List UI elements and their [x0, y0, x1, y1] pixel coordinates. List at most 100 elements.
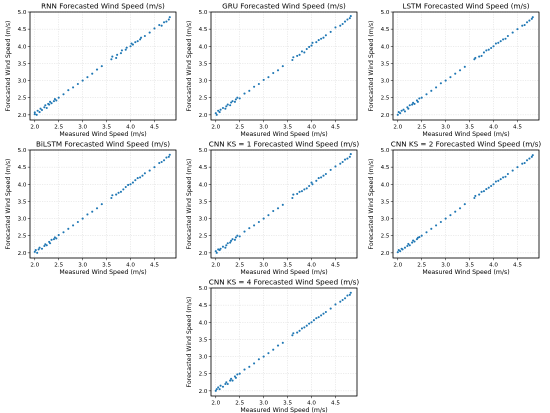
scatter-point — [225, 105, 228, 108]
x-tick-label: 2.5 — [54, 263, 63, 269]
scatter-point — [45, 106, 48, 110]
plot-border — [210, 287, 358, 397]
scatter-point — [449, 76, 452, 79]
x-tick-label: 4.5 — [331, 263, 340, 269]
y-tick-label: 4.0 — [18, 44, 27, 50]
scatter-point — [403, 246, 407, 249]
scatter-point — [418, 97, 421, 100]
y-tick-label: 2.0 — [381, 113, 390, 119]
scatter-point — [303, 51, 306, 54]
x-tick-label: 4.5 — [513, 263, 522, 269]
scatter-point — [401, 248, 404, 251]
plot-border — [392, 149, 540, 259]
x-tick-label: 4.0 — [126, 125, 135, 131]
scatter-point — [243, 368, 246, 371]
scatter-point — [134, 41, 137, 44]
scatter-point — [482, 190, 486, 193]
scatter-point — [291, 334, 294, 337]
scatter-point — [219, 384, 222, 387]
scatter-point — [217, 386, 220, 389]
scatter-point — [33, 113, 36, 116]
scatter-point — [300, 327, 304, 330]
scatter-point — [33, 250, 36, 253]
scatter-point — [425, 231, 428, 234]
scatter-point — [348, 17, 351, 20]
y-axis-label: Forecasted Wind Speed (m/s) — [368, 21, 375, 112]
scatter-point — [140, 36, 143, 39]
scatter-point — [531, 16, 534, 19]
scatter-point — [267, 214, 270, 217]
y-tick-label: 4.0 — [381, 44, 390, 50]
scatter-point — [91, 210, 94, 213]
scatter-point — [310, 321, 313, 324]
scatter-point — [322, 174, 325, 177]
scatter-point — [349, 153, 352, 156]
x-tick-label: 4.0 — [489, 125, 498, 131]
scatter-point — [329, 307, 332, 310]
scatter-point — [120, 49, 123, 52]
scatter-point — [50, 238, 53, 241]
y-tick-label: 2.0 — [18, 251, 27, 257]
scatter-point — [463, 65, 466, 68]
scatter-point — [430, 227, 433, 230]
scatter-point — [72, 224, 75, 227]
x-axis-label: Measured Wind Speed (m/s) — [240, 131, 327, 138]
scatter-point — [158, 23, 161, 27]
scatter-point — [153, 27, 156, 30]
scatter-point — [143, 34, 146, 38]
scatter-point — [435, 224, 438, 227]
y-axis-label: Forecasted Wind Speed (m/s) — [5, 21, 12, 112]
subplot-title: CNN KS = 1 Forecasted Wind Speed (m/s) — [209, 140, 360, 149]
scatter-point — [480, 190, 483, 193]
scatter-point — [298, 53, 301, 56]
scatter-point — [224, 107, 227, 110]
scatter-point — [528, 157, 531, 160]
scatter-point — [33, 111, 36, 114]
scatter-point — [217, 109, 220, 112]
scatter-point — [224, 246, 227, 249]
scatter-point — [425, 93, 428, 96]
x-tick-label: 2.0 — [30, 125, 39, 131]
scatter-point — [305, 324, 308, 327]
scatter-point — [276, 207, 280, 210]
scatter-point — [276, 344, 280, 347]
scatter-point — [111, 55, 114, 58]
subplot-7: 2.0 2.5 3.0 3.5 4.0 4.5 2.0 2.5 3.0 3.5 4.0 4.5 5.0C… — [186, 278, 359, 413]
scatter-point — [531, 154, 534, 157]
subplot-title: LSTM Forecasted Wind Speed (m/s) — [402, 2, 529, 11]
x-tick-label: 3.0 — [259, 401, 268, 407]
x-tick-label: 4.0 — [489, 263, 498, 269]
y-tick-label: 2.0 — [18, 113, 27, 119]
scatter-point — [230, 377, 233, 380]
scatter-point — [50, 102, 53, 105]
scatter-point — [248, 89, 251, 92]
scatter-point — [312, 319, 315, 322]
scatter-point — [129, 45, 132, 48]
y-tick-label: 2.5 — [381, 234, 390, 240]
subplot-5: 2.0 2.5 3.0 3.5 4.0 4.5 2.0 2.5 3.0 3.5 4.0 4.5 5.0C… — [186, 140, 359, 277]
scatter-point — [272, 71, 275, 75]
scatter-point — [408, 104, 411, 107]
subplot-title: CNN KS = 2 Forecasted Wind Speed (m/s) — [391, 140, 542, 149]
scatter-point — [55, 99, 58, 102]
scatter-point — [406, 244, 409, 248]
scatter-point — [226, 382, 229, 386]
scatter-point — [119, 52, 122, 55]
x-tick-label: 4.5 — [150, 263, 159, 269]
x-tick-label: 3.5 — [283, 263, 292, 269]
scatter-point — [281, 203, 284, 206]
y-tick-label: 3.5 — [381, 61, 390, 67]
scatter-point — [221, 245, 225, 248]
scatter-point — [119, 190, 122, 193]
y-tick-label: 2.0 — [199, 113, 208, 119]
x-tick-label: 4.5 — [331, 401, 340, 407]
scatter-point — [100, 65, 103, 68]
scatter-point — [143, 172, 146, 175]
scatter-point — [67, 89, 70, 92]
scatter-point — [292, 193, 295, 196]
y-tick-label: 2.5 — [18, 234, 27, 240]
x-tick-label: 2.5 — [235, 263, 244, 269]
scatter-point — [72, 86, 75, 89]
scatter-point — [272, 209, 275, 213]
scatter-point — [511, 169, 514, 172]
